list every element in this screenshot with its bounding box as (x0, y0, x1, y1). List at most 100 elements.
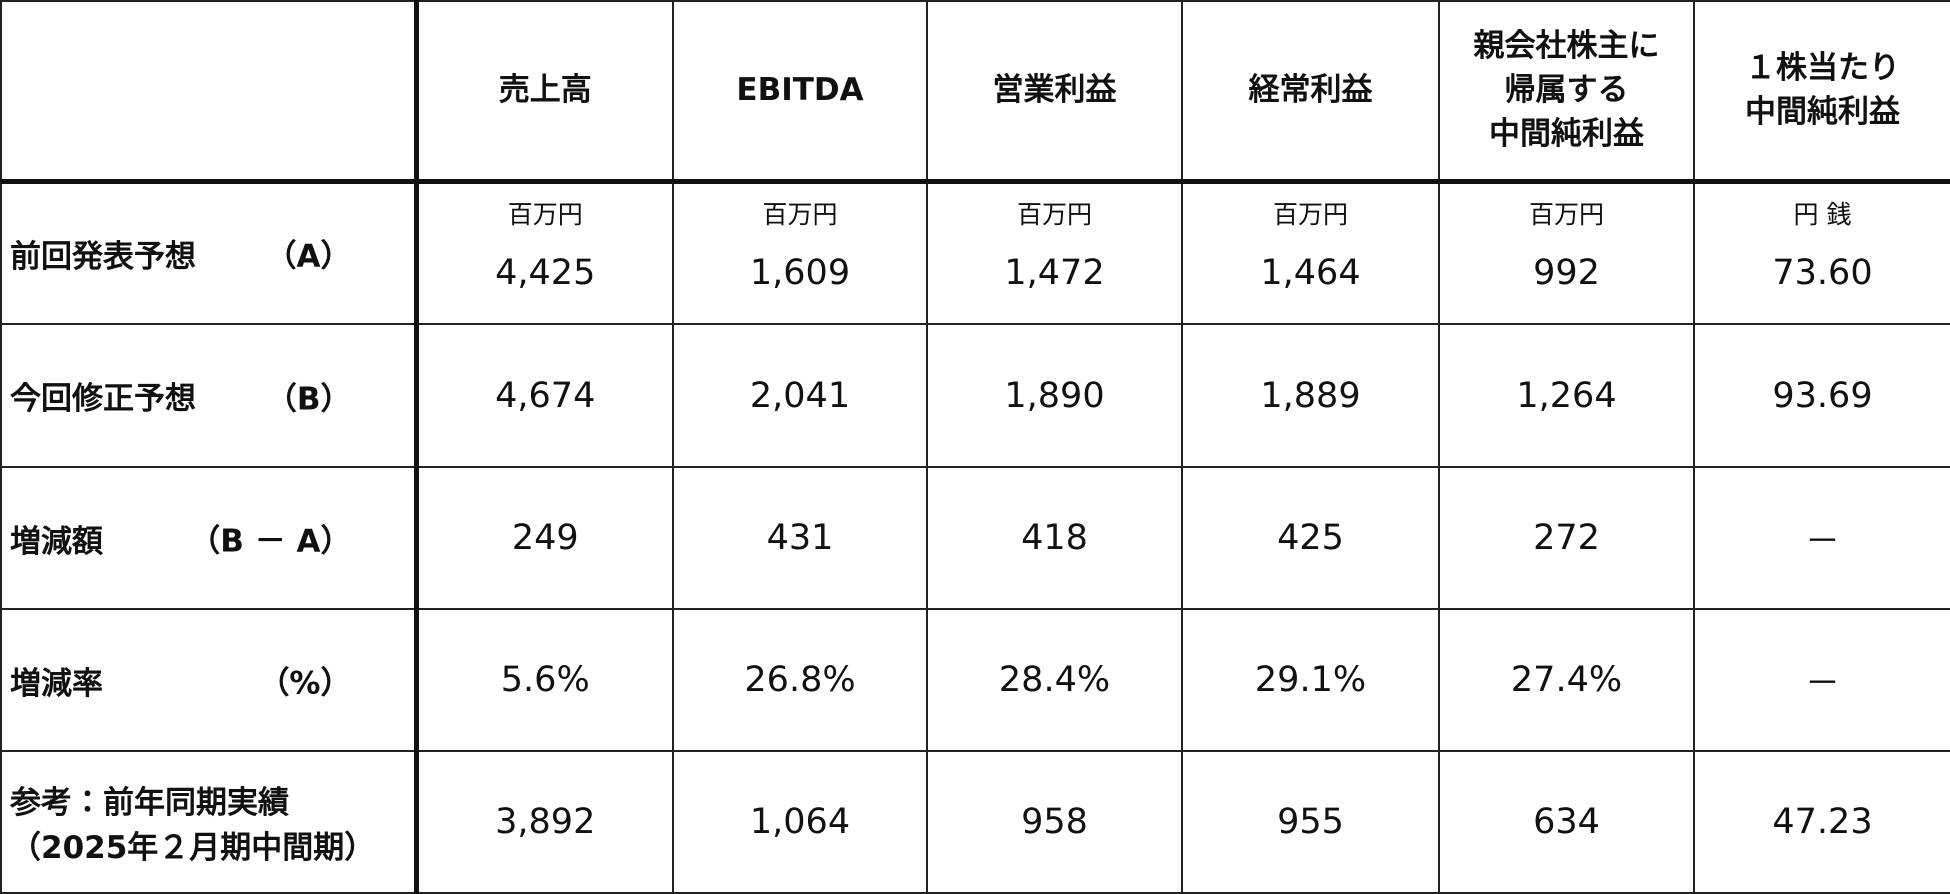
value: 2,041 (749, 375, 851, 416)
header-row: 売上高 EBITDA 営業利益 経常利益 親会社株主に 帰属する 中間純利益 １株当たり 中間純… (0, 0, 1950, 184)
data-row: 今回修正予想 （B） 4,674 2,041 1,890 1,889 1,264 93.69 (0, 323, 1950, 468)
header-line: 中間純利益 (1745, 94, 1900, 131)
row-tag: （B － A） (189, 523, 352, 560)
data-row: 増減率 （%） 5.6% 26.8% 28.4% 29.1% 27.4% － (0, 608, 1950, 752)
value: － (1804, 663, 1840, 704)
value: 1,890 (1004, 375, 1105, 416)
value-cell: 1,064 (672, 750, 928, 894)
value: 1,472 (1004, 253, 1105, 294)
column-header: １株当たり中間純利益 (1693, 0, 1950, 184)
corner-cell (0, 0, 419, 184)
value: 431 (766, 518, 834, 558)
value: 27.4% (1510, 660, 1623, 700)
row-tag: （%） (258, 665, 352, 702)
value: 249 (511, 518, 579, 558)
value: 5.6% (500, 660, 590, 700)
value: 3,892 (495, 802, 596, 842)
label-line: （2025年２月期中間期） (10, 830, 376, 866)
value-cell: 27.4% (1438, 608, 1695, 752)
value-cell: 百万円 4,425 (415, 180, 674, 325)
value: － (1804, 521, 1840, 562)
value: 4,425 (495, 253, 596, 294)
value-cell: 百万円 1,464 (1181, 180, 1440, 325)
value-cell: 93.69 (1693, 323, 1950, 468)
value: 47.23 (1772, 802, 1873, 842)
value-cell: 28.4% (926, 608, 1183, 752)
value: 1,464 (1260, 253, 1361, 294)
value-cell: 百万円 992 (1438, 180, 1695, 325)
header-line: 営業利益 (992, 72, 1117, 109)
value: 955 (1277, 802, 1344, 842)
value: 958 (1021, 802, 1088, 842)
header-line: 売上高 (498, 72, 592, 109)
value: 28.4% (998, 660, 1111, 700)
value: 992 (1533, 253, 1600, 294)
value: 425 (1277, 518, 1344, 558)
value: 29.1% (1254, 660, 1367, 700)
row-label: 増減率 （%） (0, 608, 419, 752)
column-header: 売上高 (415, 0, 674, 184)
row-label: 前回発表予想 （A） (0, 180, 419, 325)
value-cell: 955 (1181, 750, 1440, 894)
unit-label: 百万円 (507, 200, 583, 230)
value-cell: 2,041 (672, 323, 928, 468)
value-cell: 425 (1181, 466, 1440, 610)
value: 1,264 (1516, 375, 1617, 416)
label-line: 前回発表予想 (10, 238, 196, 275)
header-line: 中間純利益 (1489, 116, 1644, 153)
value-cell: 円 銭 73.60 (1693, 180, 1950, 325)
value: 634 (1533, 802, 1600, 842)
value-cell: 418 (926, 466, 1183, 610)
value: 4,674 (495, 375, 596, 416)
value-cell: 3,892 (415, 750, 674, 894)
row-label: 今回修正予想 （B） (0, 323, 419, 468)
value-cell: － (1693, 466, 1950, 610)
value-cell: 431 (672, 466, 928, 610)
label-line: 参考：前年同期実績 (10, 785, 289, 821)
header-line: 親会社株主に (1473, 28, 1660, 65)
label-line: 増減額 (10, 523, 103, 560)
value-cell: 百万円 1,472 (926, 180, 1183, 325)
value: 272 (1533, 518, 1600, 558)
value-cell: 958 (926, 750, 1183, 894)
value-cell: 249 (415, 466, 674, 610)
column-header: 親会社株主に 帰属する中間純利益 (1438, 0, 1695, 184)
column-header: EBITDA (672, 0, 928, 184)
value: 73.60 (1772, 253, 1873, 294)
value: 93.69 (1772, 375, 1873, 416)
row-tag: （A） (265, 238, 352, 275)
row-tag: （B） (265, 381, 352, 417)
header-line: 帰属する (1504, 72, 1629, 109)
unit-label: 円 銭 (1793, 200, 1852, 230)
value-cell: 1,264 (1438, 323, 1695, 468)
value-cell: 百万円 1,609 (672, 180, 928, 325)
unit-label: 百万円 (1016, 200, 1092, 230)
value-cell: 29.1% (1181, 608, 1440, 752)
value-cell: 26.8% (672, 608, 928, 752)
value: 1,889 (1260, 375, 1361, 416)
value: 26.8% (744, 660, 856, 700)
label-line: 今回修正予想 (10, 381, 196, 417)
value-cell: 1,889 (1181, 323, 1440, 468)
value-cell: 272 (1438, 466, 1695, 610)
value-cell: 634 (1438, 750, 1695, 894)
row-label: 参考：前年同期実績 （2025年２月期中間期） (0, 750, 419, 894)
header-line: １株当たり (1745, 50, 1900, 87)
column-header: 経常利益 (1181, 0, 1440, 184)
unit-label: 百万円 (762, 200, 838, 230)
value-cell: 47.23 (1693, 750, 1950, 894)
label-line: 増減率 (10, 665, 103, 702)
value: 1,064 (749, 802, 851, 842)
value-cell: － (1693, 608, 1950, 752)
data-row: 前回発表予想 （A） 百万円 4,425 百万円 1,609 百万円 1,472 百万円 1,46… (0, 180, 1950, 325)
header-line: EBITDA (736, 72, 864, 109)
unit-label: 百万円 (1272, 200, 1348, 230)
value-cell: 4,674 (415, 323, 674, 468)
row-label: 増減額 （B － A） (0, 466, 419, 610)
column-header: 営業利益 (926, 0, 1183, 184)
data-row: 増減額 （B － A） 249 431 418 425 272 － (0, 466, 1950, 610)
value-cell: 5.6% (415, 608, 674, 752)
